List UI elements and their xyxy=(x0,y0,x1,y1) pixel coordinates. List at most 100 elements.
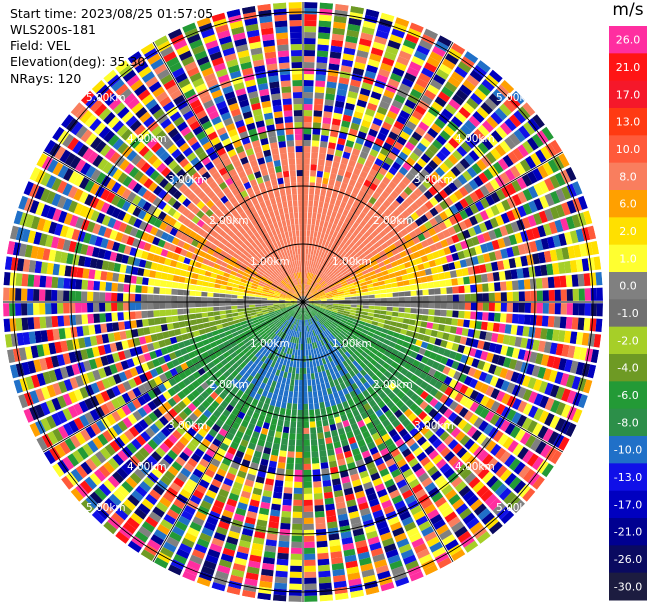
velocity-gate xyxy=(498,270,506,281)
velocity-gate xyxy=(204,327,212,334)
velocity-gate xyxy=(458,285,465,294)
velocity-gate xyxy=(291,541,302,548)
velocity-gate xyxy=(584,303,591,316)
velocity-gate xyxy=(309,266,313,273)
velocity-gate xyxy=(583,210,593,225)
velocity-gate xyxy=(443,185,453,196)
velocity-gate xyxy=(344,246,351,253)
velocity-gate xyxy=(178,276,186,283)
velocity-gate xyxy=(312,128,321,135)
velocity-gate xyxy=(398,291,405,297)
velocity-gate xyxy=(277,394,283,402)
velocity-gate xyxy=(358,93,369,102)
velocity-gate xyxy=(81,302,88,313)
velocity-gate xyxy=(315,269,320,276)
velocity-gate xyxy=(419,194,429,204)
velocity-gate xyxy=(307,294,313,299)
velocity-gate xyxy=(388,181,397,190)
velocity-gate xyxy=(391,316,398,322)
velocity-gate xyxy=(405,196,415,206)
velocity-gate xyxy=(390,277,397,283)
velocity-gate xyxy=(352,221,360,229)
velocity-gate xyxy=(495,126,508,139)
velocity-gate xyxy=(337,168,346,177)
velocity-gate xyxy=(317,286,323,292)
velocity-gate xyxy=(344,216,351,224)
velocity-gate xyxy=(316,213,322,220)
velocity-gate xyxy=(349,205,357,214)
velocity-gate xyxy=(319,291,325,295)
velocity-gate xyxy=(416,308,423,315)
velocity-gate xyxy=(237,311,245,316)
velocity-gate xyxy=(511,245,520,257)
velocity-gate xyxy=(319,219,325,227)
velocity-gate xyxy=(448,181,458,193)
velocity-gate xyxy=(390,125,402,136)
velocity-gate xyxy=(296,433,303,440)
velocity-gate xyxy=(341,221,348,230)
velocity-gate xyxy=(504,136,516,150)
velocity-gate xyxy=(201,291,208,297)
velocity-gate xyxy=(332,27,345,36)
velocity-gate xyxy=(274,479,284,487)
velocity-gate xyxy=(184,320,192,327)
velocity-gate xyxy=(249,299,256,302)
velocity-gate xyxy=(347,282,355,287)
velocity-gate xyxy=(436,265,444,273)
velocity-gate xyxy=(342,284,349,289)
velocity-gate xyxy=(444,142,456,153)
velocity-gate xyxy=(197,323,205,330)
velocity-gate xyxy=(398,166,409,176)
velocity-gate xyxy=(368,305,375,310)
velocity-gate xyxy=(286,457,295,464)
velocity-gate xyxy=(331,33,345,42)
velocity-gate xyxy=(303,98,313,105)
velocity-gate xyxy=(171,315,179,323)
velocity-gate xyxy=(336,143,345,152)
velocity-gate xyxy=(319,588,333,596)
velocity-gate xyxy=(482,293,489,302)
velocity-gate xyxy=(356,295,363,299)
velocity-gate xyxy=(326,387,333,395)
velocity-gate xyxy=(323,485,333,493)
velocity-gate xyxy=(408,61,422,72)
velocity-gate xyxy=(369,148,379,158)
velocity-gate xyxy=(417,233,426,242)
velocity-gate xyxy=(373,241,381,249)
velocity-gate xyxy=(476,293,483,302)
velocity-gate xyxy=(379,126,390,136)
velocity-gate xyxy=(396,258,404,266)
velocity-gate xyxy=(595,318,603,333)
velocity-gate xyxy=(303,415,309,422)
velocity-gate xyxy=(559,316,567,329)
velocity-gate xyxy=(322,479,332,487)
velocity-gate xyxy=(306,284,310,291)
velocity-gate xyxy=(308,349,312,356)
velocity-gate xyxy=(533,212,543,225)
velocity-gate xyxy=(446,286,453,294)
velocity-gate xyxy=(292,523,303,530)
velocity-gate xyxy=(284,384,290,391)
velocity-gate xyxy=(326,153,334,162)
velocity-gate xyxy=(347,134,357,142)
velocity-gate xyxy=(541,277,549,289)
velocity-gate xyxy=(393,120,405,131)
velocity-gate xyxy=(488,165,499,177)
velocity-gate xyxy=(310,260,314,268)
velocity-gate xyxy=(504,223,514,235)
velocity-gate xyxy=(183,283,191,290)
velocity-gate xyxy=(450,166,461,177)
velocity-gate xyxy=(453,223,462,233)
velocity-gate xyxy=(243,305,250,309)
velocity-gate xyxy=(484,97,498,111)
velocity-gate xyxy=(303,212,308,219)
velocity-gate xyxy=(416,157,427,168)
velocity-gate xyxy=(416,296,423,302)
velocity-gate xyxy=(350,173,359,182)
velocity-gate xyxy=(405,33,419,44)
velocity-gate xyxy=(283,420,290,428)
velocity-gate xyxy=(329,173,337,181)
velocity-gate xyxy=(225,298,232,302)
velocity-gate xyxy=(379,265,387,272)
velocity-gate xyxy=(396,136,407,146)
